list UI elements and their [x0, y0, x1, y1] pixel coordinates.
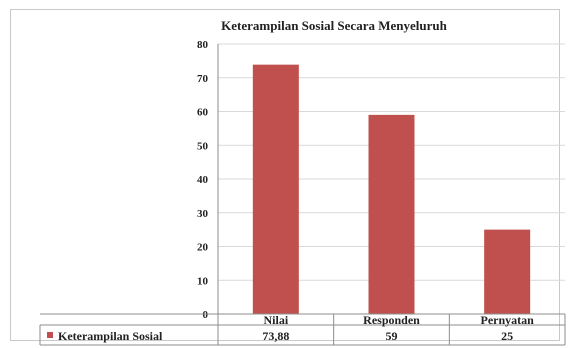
category-label: Responden — [363, 313, 420, 327]
bars — [252, 64, 531, 314]
y-tick-label: 30 — [197, 208, 209, 220]
y-tick-label: 80 — [197, 39, 209, 51]
data-table-value: 59 — [386, 329, 398, 343]
y-tick-label: 40 — [197, 174, 209, 186]
legend-key — [47, 332, 53, 338]
data-table-value: 25 — [501, 329, 513, 343]
y-axis: 0 10 20 30 40 50 60 70 80 — [197, 39, 219, 345]
chart-title: Keterampilan Sosial Secara Menyeluruh — [221, 18, 447, 33]
category-label: Nilai — [263, 313, 288, 327]
y-tick-label: 10 — [197, 275, 209, 287]
y-tick-label: 70 — [197, 73, 209, 85]
legend-series-name: Keterampilan Sosial — [58, 329, 163, 343]
y-tick-label: 60 — [197, 107, 209, 119]
y-tick-label: 0 — [203, 309, 209, 321]
data-table: Nilai 73,88 Responden 59 Pernyatan 25 Keteramp… — [39, 313, 566, 346]
bar-responden — [368, 114, 415, 314]
bar-nilai — [252, 64, 299, 314]
category-label: Pernyatan — [481, 313, 535, 327]
y-tick-label: 50 — [197, 140, 209, 152]
data-table-value: 73,88 — [262, 329, 289, 343]
y-tick-label: 20 — [197, 242, 209, 254]
bar-pernyatan — [484, 229, 531, 314]
